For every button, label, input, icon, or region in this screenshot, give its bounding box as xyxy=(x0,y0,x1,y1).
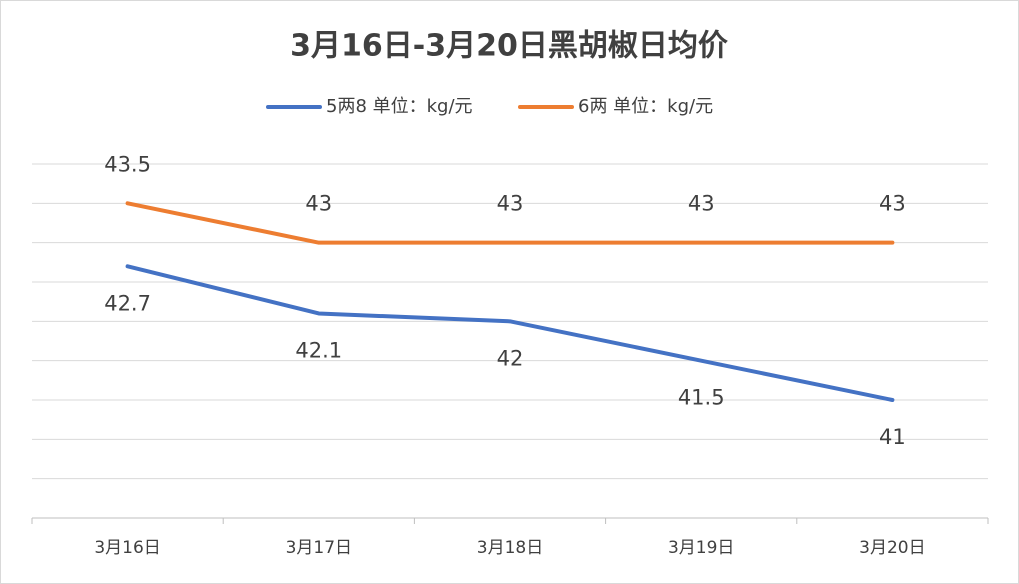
series-line xyxy=(125,201,895,245)
x-tick-label: 3月19日 xyxy=(668,538,734,558)
data-label: 41 xyxy=(879,425,906,449)
series-line xyxy=(125,264,895,402)
data-label: 43 xyxy=(879,192,906,216)
x-tick-label: 3月20日 xyxy=(859,538,925,558)
data-label: 43 xyxy=(688,192,715,216)
data-label: 43 xyxy=(305,192,332,216)
data-label: 41.5 xyxy=(678,386,725,410)
x-tick-label: 3月16日 xyxy=(94,538,160,558)
data-label: 42.7 xyxy=(104,291,151,315)
data-label: 42.1 xyxy=(295,338,342,362)
data-label: 43 xyxy=(497,192,524,216)
chart-title: 3月16日-3月20日黑胡椒日均价 xyxy=(290,29,728,64)
legend-label: 6两 单位：kg/元 xyxy=(578,96,713,117)
legend-label: 5两8 单位：kg/元 xyxy=(326,96,473,117)
x-tick-label: 3月17日 xyxy=(286,538,352,558)
x-tick-label: 3月18日 xyxy=(477,538,543,558)
data-label: 43.5 xyxy=(104,152,151,176)
data-label: 42 xyxy=(497,346,524,370)
